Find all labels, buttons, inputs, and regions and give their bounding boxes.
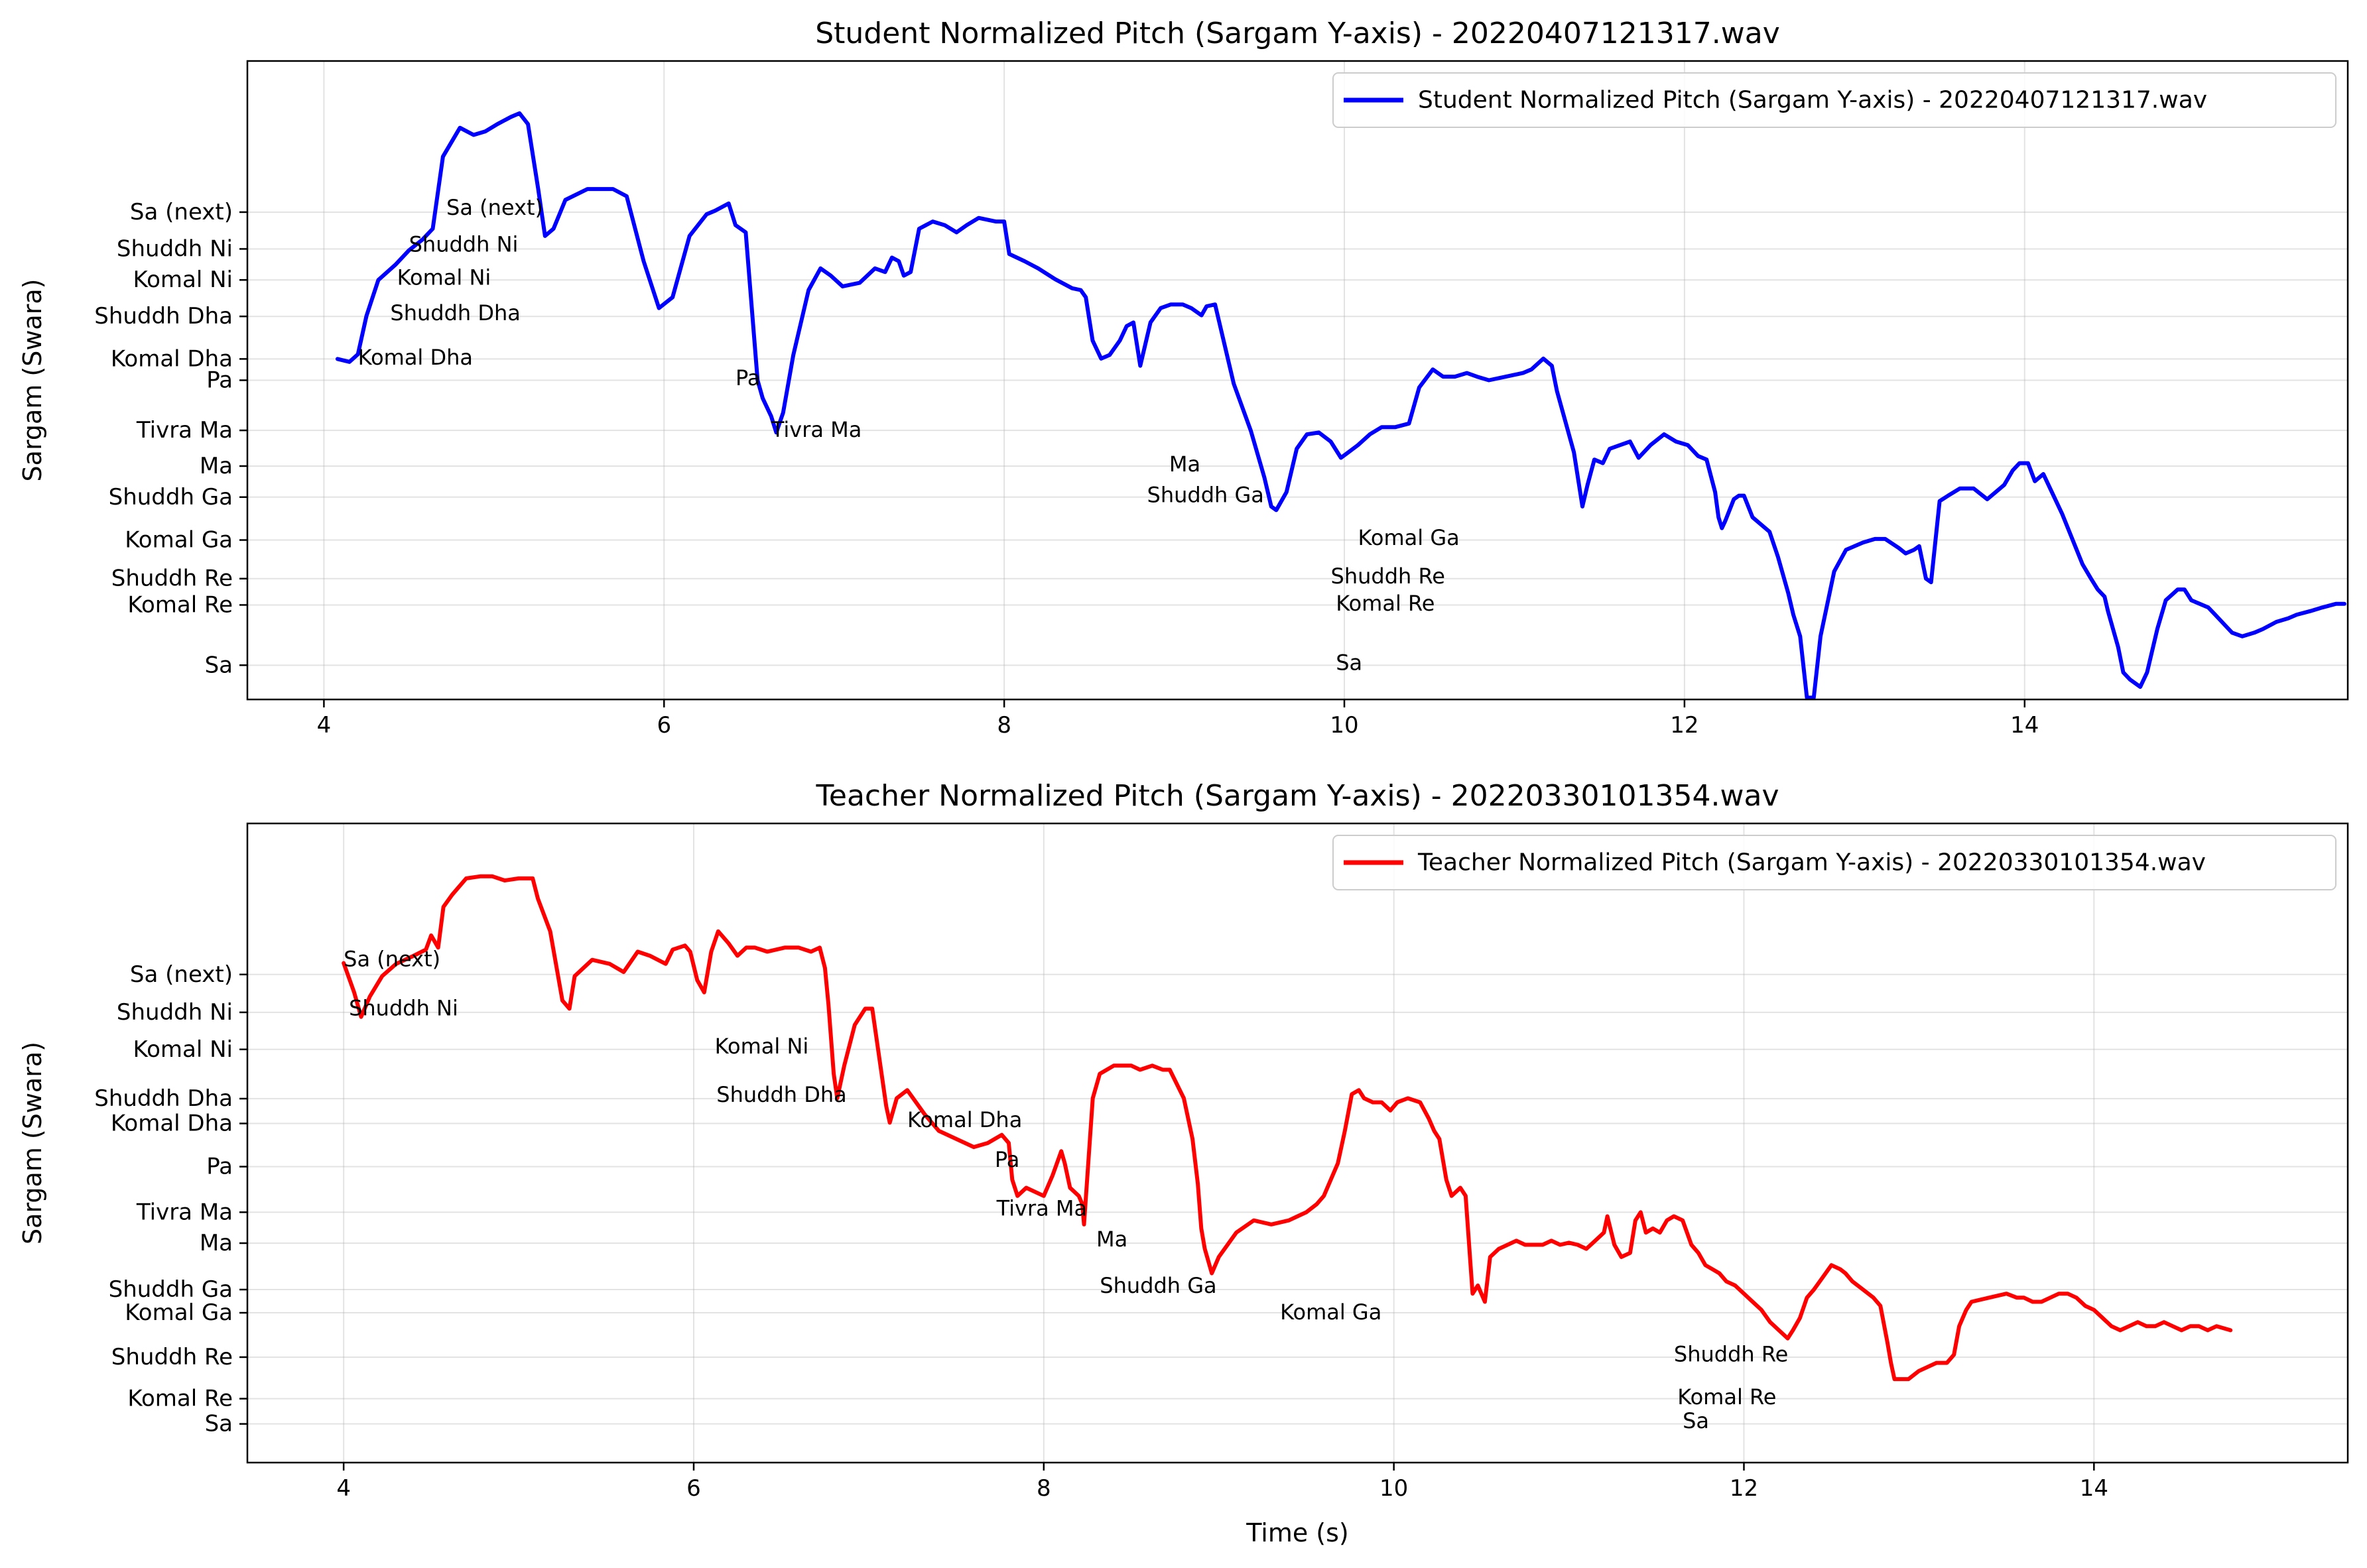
teacher-y-tick-label: Shuddh Dha	[94, 1085, 233, 1112]
teacher-y-tick-label: Shuddh Ga	[109, 1276, 233, 1303]
student-x-tick-label: 6	[657, 712, 671, 739]
teacher-x-tick-label: 8	[1037, 1475, 1051, 1502]
teacher-swara-annotation: Komal Ga	[1280, 1299, 1381, 1325]
teacher-x-tick-label: 14	[2080, 1475, 2108, 1502]
student-swara-annotation: Shuddh Re	[1331, 564, 1445, 589]
teacher-swara-annotation: Shuddh Ga	[1100, 1273, 1216, 1298]
student-pitch-panel: Sa (next) Shuddh Ni Komal Ni Shuddh Dha Koma…	[18, 17, 2349, 739]
teacher-y-tick-label: Tivra Ma	[136, 1199, 233, 1225]
teacher-legend-box	[1332, 835, 2336, 890]
student-y-tick-label: Komal Re	[127, 591, 233, 618]
teacher-y-tick-label: Shuddh Ni	[117, 999, 233, 1026]
student-x-tick-label: 4	[317, 712, 332, 739]
student-y-tick-label: Komal Ga	[125, 527, 233, 554]
student-pitch-line	[335, 111, 2346, 699]
teacher-y-tick-label: Shuddh Re	[111, 1344, 233, 1370]
teacher-chart-title: Teacher Normalized Pitch (Sargam Y-axis)…	[816, 779, 1779, 813]
student-swara-annotation: Shuddh Ni	[409, 231, 519, 257]
teacher-y-tick-label: Sa (next)	[130, 961, 233, 988]
student-y-tick-label: Sa (next)	[130, 199, 233, 225]
student-swara-annotation: Pa	[736, 365, 760, 391]
teacher-y-tick-label: Komal Re	[127, 1386, 233, 1412]
teacher-legend-label: Teacher Normalized Pitch (Sargam Y-axis)…	[1417, 849, 2206, 876]
teacher-y-tick-label: Komal Dha	[111, 1111, 233, 1137]
student-swara-annotation: Komal Ga	[1358, 525, 1460, 550]
teacher-swara-annotation: Shuddh Ni	[349, 995, 458, 1020]
student-y-tick-label: Tivra Ma	[136, 417, 233, 444]
student-y-tick-label: Pa	[206, 367, 233, 394]
teacher-y-tick-label: Komal Ni	[133, 1036, 233, 1063]
student-swara-annotation: Ma	[1169, 452, 1200, 477]
student-y-tick-label: Shuddh Ni	[117, 235, 233, 262]
teacher-y-axis-label: Sargam (Swara)	[18, 1042, 47, 1244]
student-x-tick-label: 12	[1670, 712, 1698, 739]
student-swara-annotation: Komal Ni	[397, 265, 491, 290]
student-y-axis-label: Sargam (Swara)	[18, 279, 47, 482]
student-y-tick-label: Shuddh Dha	[94, 303, 233, 330]
student-swara-annotation: Shuddh Dha	[390, 300, 520, 326]
student-y-tick-label: Shuddh Re	[111, 566, 233, 592]
student-legend-box	[1332, 72, 2336, 128]
student-x-tick-label: 8	[997, 712, 1011, 739]
teacher-swara-annotation: Shuddh Re	[1674, 1341, 1788, 1366]
teacher-pitch-line	[342, 874, 2233, 1382]
student-legend-label: Student Normalized Pitch (Sargam Y-axis)…	[1418, 87, 2207, 114]
teacher-x-tick-label: 12	[1730, 1475, 1758, 1502]
student-y-tick-label: Komal Dha	[111, 345, 233, 372]
teacher-y-tick-label: Ma	[200, 1230, 233, 1256]
student-swara-annotation: Sa	[1336, 650, 1362, 676]
teacher-swara-annotation: Pa	[995, 1147, 1019, 1172]
student-x-tick-label: 14	[2010, 712, 2039, 739]
teacher-swara-annotation: Komal Re	[1677, 1384, 1776, 1410]
student-chart-title: Student Normalized Pitch (Sargam Y-axis)…	[815, 17, 1780, 50]
student-y-tick-label: Sa	[205, 652, 233, 678]
teacher-swara-annotation: Sa (next)	[344, 947, 440, 972]
teacher-swara-annotation: Komal Dha	[907, 1107, 1022, 1132]
teacher-plot-frame	[246, 822, 2349, 1464]
teacher-x-tick-label: 4	[336, 1475, 351, 1502]
teacher-x-axis-label: Time (s)	[1246, 1518, 1349, 1547]
teacher-y-tick-label: Sa	[205, 1411, 233, 1437]
teacher-x-tick-label: 10	[1379, 1475, 1408, 1502]
student-swara-annotation: Tivra Ma	[771, 417, 862, 442]
teacher-swara-annotation: Shuddh Dha	[716, 1082, 846, 1107]
student-swara-annotation: Komal Dha	[358, 345, 473, 370]
student-swara-annotation: Sa (next)	[446, 195, 543, 220]
student-swara-annotation: Komal Re	[1336, 591, 1435, 616]
teacher-y-tick-label: Komal Ga	[125, 1299, 233, 1326]
student-y-tick-label: Komal Ni	[133, 267, 233, 293]
teacher-y-tick-label: Pa	[206, 1154, 233, 1180]
student-x-tick-label: 10	[1330, 712, 1358, 739]
teacher-swara-annotation: Ma	[1096, 1227, 1127, 1252]
teacher-x-tick-label: 6	[686, 1475, 701, 1502]
teacher-swara-annotation: Komal Ni	[715, 1034, 809, 1059]
student-y-tick-label: Shuddh Ga	[109, 484, 233, 511]
student-y-tick-label: Ma	[200, 453, 233, 479]
student-swara-annotation: Shuddh Ga	[1147, 483, 1264, 508]
teacher-swara-annotation: Tivra Ma	[996, 1195, 1088, 1221]
teacher-swara-annotation: Sa	[1683, 1408, 1709, 1433]
